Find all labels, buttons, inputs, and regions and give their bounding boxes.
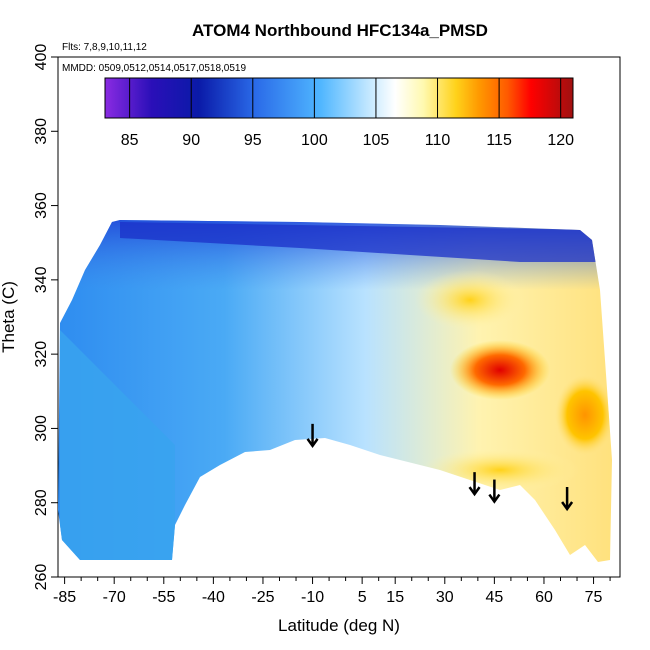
colorbar-tick-label: 85 <box>121 132 139 149</box>
dates-label: MMDD: 0509,0512,0514,0517,0518,0519 <box>62 63 246 74</box>
x-tick-label: -40 <box>202 589 225 606</box>
colorbar-tick-label: 100 <box>301 132 328 149</box>
x-tick-label: -10 <box>301 589 324 606</box>
x-tick-label: 15 <box>386 589 404 606</box>
y-axis-label: Theta (C) <box>0 281 18 353</box>
colorbar-ticks: 85 90 95 100 105 110 115 120 <box>121 78 574 149</box>
arrow-marker <box>306 423 319 449</box>
colorbar-tick-label: 95 <box>244 132 262 149</box>
flights-label: Flts: 7,8,9,10,11,12 <box>62 42 147 53</box>
data-field <box>58 220 612 562</box>
x-tick-label: 45 <box>485 589 503 606</box>
colorbar-tick-label: 90 <box>182 132 200 149</box>
x-tick-label: -25 <box>251 589 274 606</box>
x-axis-label: Latitude (deg N) <box>278 616 400 635</box>
y-tick-label: 340 <box>33 266 50 293</box>
colorbar-tick-label: 115 <box>486 132 512 149</box>
y-tick-label: 400 <box>33 44 50 71</box>
y-tick-label: 280 <box>33 489 50 516</box>
y-tick-label: 300 <box>33 415 50 442</box>
y-tick-label: 380 <box>33 118 50 145</box>
colorbar-tick-label: 105 <box>363 132 390 149</box>
x-tick-label: -70 <box>103 589 126 606</box>
y-tick-label: 260 <box>33 564 50 591</box>
x-tick-label: 60 <box>535 589 553 606</box>
y-axis: 260 280 300 320 340 360 380 400 <box>33 44 58 591</box>
x-tick-label: 75 <box>585 589 603 606</box>
chart-title: ATOM4 Northbound HFC134a_PMSD <box>192 21 488 40</box>
plot-frame <box>57 56 621 578</box>
arrow-marker <box>561 487 574 512</box>
x-axis: -85 -70 -55 -40 -25 -10 5 15 30 45 60 75 <box>53 577 611 606</box>
y-tick-label: 320 <box>33 341 50 368</box>
arrow-marker <box>488 479 501 504</box>
colorbar-tick-label: 120 <box>547 132 574 149</box>
y-tick-label: 360 <box>33 192 50 219</box>
arrow-marker <box>468 472 481 497</box>
x-tick-label: -55 <box>152 589 175 606</box>
colorbar <box>104 77 574 119</box>
colorbar-tick-label: 110 <box>425 132 451 149</box>
x-tick-label: -85 <box>53 589 76 606</box>
x-tick-label: 30 <box>436 589 454 606</box>
annotations <box>306 423 574 512</box>
x-tick-label: 5 <box>358 589 367 606</box>
